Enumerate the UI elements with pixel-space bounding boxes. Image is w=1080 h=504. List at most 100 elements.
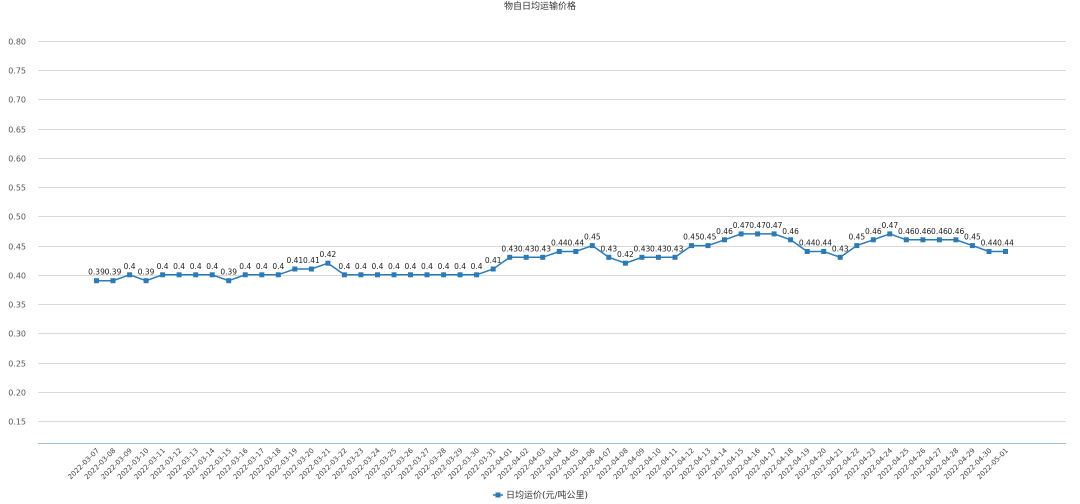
y-tick-label: 0.75 xyxy=(8,67,26,76)
data-point xyxy=(655,254,661,260)
data-point xyxy=(341,272,347,278)
data-label: 0.45 xyxy=(683,233,700,242)
y-tick-label: 0.30 xyxy=(8,330,26,339)
data-point xyxy=(689,243,694,249)
data-label: 0.43 xyxy=(534,244,551,253)
data-point xyxy=(556,249,562,254)
data-label: 0.43 xyxy=(501,244,518,253)
data-point xyxy=(308,266,314,272)
data-point xyxy=(1003,249,1008,254)
data-point xyxy=(490,266,496,272)
data-label: 0.4 xyxy=(372,262,384,271)
data-point xyxy=(540,254,546,260)
data-label: 0.43 xyxy=(650,244,667,253)
data-label: 0.39 xyxy=(138,268,155,277)
data-label: 0.41 xyxy=(485,256,502,265)
data-label: 0.4 xyxy=(421,262,433,271)
y-tick-label: 0.35 xyxy=(8,301,26,310)
data-point xyxy=(755,231,761,237)
y-tick-label: 0.65 xyxy=(8,126,26,135)
data-point xyxy=(854,243,860,249)
data-label: 0.4 xyxy=(338,262,350,271)
legend: 日均运价(元/吨公里) xyxy=(493,489,588,501)
data-label: 0.41 xyxy=(303,256,320,265)
data-point xyxy=(887,231,893,237)
x-axis: 2022-03-072022-03-082022-03-092022-03-10… xyxy=(66,446,1009,481)
data-point xyxy=(375,272,380,278)
data-label: 0.46 xyxy=(865,227,882,236)
data-label: 0.4 xyxy=(173,262,185,271)
data-point xyxy=(953,237,959,243)
data-point xyxy=(606,254,612,260)
data-point xyxy=(788,237,794,243)
data-point xyxy=(209,272,215,278)
y-tick-label: 0.80 xyxy=(8,38,26,47)
data-label: 0.47 xyxy=(749,221,766,230)
data-label: 0.46 xyxy=(716,227,733,236)
y-tick-label: 0.70 xyxy=(8,96,26,105)
data-label: 0.4 xyxy=(272,262,284,271)
data-label: 0.4 xyxy=(454,262,466,271)
data-point xyxy=(457,272,463,278)
data-point xyxy=(986,249,992,254)
data-point xyxy=(622,260,628,266)
data-point xyxy=(391,272,397,278)
gridlines xyxy=(38,41,1066,444)
legend-label: 日均运价(元/吨公里) xyxy=(506,489,588,501)
data-label: 0.4 xyxy=(355,262,367,271)
data-point xyxy=(639,254,645,260)
data-point xyxy=(903,237,909,243)
data-label: 0.4 xyxy=(405,262,417,271)
data-label: 0.46 xyxy=(782,227,799,236)
data-label: 0.39 xyxy=(220,268,237,277)
data-label: 0.4 xyxy=(438,262,450,271)
y-axis: 0.80 0.75 0.70 0.65 0.60 0.55 0.50 0.45 0.40 0.35… xyxy=(8,38,26,427)
chart-title: 物自日均运输价格 xyxy=(504,0,576,12)
data-point xyxy=(936,237,942,243)
y-tick-label: 0.60 xyxy=(8,155,26,164)
data-point xyxy=(804,249,810,254)
data-label: 0.39 xyxy=(88,268,105,277)
data-label: 0.45 xyxy=(964,233,981,242)
data-label: 0.47 xyxy=(881,221,898,230)
y-tick-label: 0.50 xyxy=(8,213,26,222)
data-point xyxy=(94,278,99,284)
data-point xyxy=(722,237,727,243)
data-label: 0.4 xyxy=(471,262,483,271)
data-label: 0.44 xyxy=(997,239,1014,248)
data-point xyxy=(160,272,166,278)
data-point xyxy=(242,272,248,278)
data-point xyxy=(738,231,744,237)
data-label: 0.4 xyxy=(206,262,218,271)
data-label: 0.43 xyxy=(634,244,651,253)
data-label: 0.46 xyxy=(915,227,932,236)
data-point xyxy=(969,243,975,249)
data-point xyxy=(275,272,281,278)
data-point xyxy=(110,278,116,284)
data-label: 0.43 xyxy=(832,244,849,253)
data-label: 0.42 xyxy=(617,250,634,259)
y-tick-label: 0.40 xyxy=(8,272,26,281)
data-point xyxy=(259,272,265,278)
data-label: 0.45 xyxy=(584,233,601,242)
data-label: 0.45 xyxy=(700,233,717,242)
data-label: 0.4 xyxy=(124,262,136,271)
data-point xyxy=(705,243,711,249)
data-label: 0.4 xyxy=(256,262,268,271)
data-label: 0.43 xyxy=(518,244,535,253)
data-point xyxy=(523,254,529,260)
data-point xyxy=(292,266,298,272)
data-label: 0.47 xyxy=(766,221,783,230)
data-label: 0.41 xyxy=(286,256,303,265)
data-label: 0.45 xyxy=(848,233,865,242)
data-point xyxy=(143,278,149,284)
series-path xyxy=(96,233,1006,282)
data-label: 0.42 xyxy=(320,250,337,259)
y-tick-label: 0.15 xyxy=(8,418,26,427)
legend-marker xyxy=(495,492,501,498)
data-label: 0.39 xyxy=(105,268,122,277)
data-label: 0.46 xyxy=(948,227,965,236)
data-label: 0.4 xyxy=(388,262,400,271)
data-label: 0.46 xyxy=(898,227,915,236)
data-point xyxy=(771,231,777,237)
